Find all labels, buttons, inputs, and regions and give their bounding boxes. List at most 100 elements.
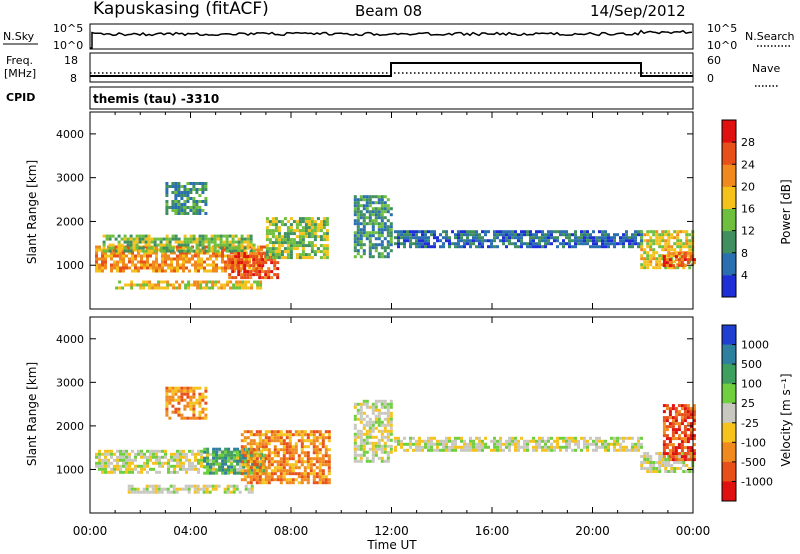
heatmap-cell	[406, 448, 409, 452]
heatmap-cell	[365, 456, 369, 460]
colorbar-tick-label: 500	[741, 358, 762, 371]
heatmap-cell	[225, 234, 229, 238]
heatmap-cell	[325, 253, 329, 257]
heatmap-cell	[177, 194, 181, 197]
heatmap-cell	[204, 401, 208, 405]
heatmap-cell	[188, 257, 191, 261]
heatmap-cell	[183, 249, 187, 253]
heatmap-cell	[359, 414, 363, 418]
heatmap-cell	[122, 449, 125, 453]
heatmap-cell	[676, 236, 680, 240]
heatmap-cell	[658, 452, 662, 455]
heatmap-cell	[125, 452, 128, 456]
heatmap-cell	[406, 230, 409, 234]
heatmap-cell	[270, 451, 274, 455]
heatmap-cell	[271, 256, 275, 260]
heatmap-cell	[165, 389, 169, 393]
heatmap-cell	[215, 468, 219, 472]
heatmap-cell	[377, 198, 381, 202]
heatmap-cell	[371, 243, 375, 247]
heatmap-cell	[288, 445, 292, 449]
heatmap-cell	[286, 238, 290, 242]
heatmap-cell	[288, 430, 292, 434]
heatmap-cell	[268, 253, 272, 257]
heatmap-cell	[194, 452, 197, 456]
heatmap-cell	[192, 407, 196, 411]
heatmap-cell	[628, 239, 631, 243]
heatmap-cell	[637, 445, 640, 449]
heatmap-cell	[592, 442, 595, 446]
heatmap-cell	[221, 248, 224, 252]
heatmap-cell	[231, 243, 235, 247]
heatmap-cell	[383, 426, 387, 430]
heatmap-cell	[643, 458, 647, 461]
heatmap-cell	[211, 280, 215, 284]
heatmap-cell	[327, 454, 331, 458]
heatmap-cell	[155, 461, 158, 465]
heatmap-cell	[203, 459, 207, 463]
heatmap-cell	[673, 242, 677, 246]
heatmap-cell	[155, 257, 158, 261]
heatmap-cell	[309, 466, 313, 470]
heatmap-cell	[233, 471, 237, 475]
heatmap-cell	[167, 458, 170, 462]
heatmap-cell	[386, 207, 390, 211]
heatmap-cell	[252, 478, 256, 482]
heatmap-cell	[304, 235, 308, 239]
heatmap-cell	[218, 251, 221, 255]
heatmap-cell	[204, 197, 208, 200]
heatmap-cell	[114, 249, 118, 253]
heatmap-cell	[243, 445, 247, 449]
heatmap-cell	[661, 254, 665, 258]
heatmap-cell	[215, 453, 219, 457]
heatmap-cell	[198, 395, 202, 399]
heatmap-cell	[237, 246, 241, 250]
heatmap-cell	[246, 442, 250, 446]
heatmap-cell	[661, 236, 665, 240]
heatmap-cell	[550, 233, 553, 237]
heatmap-cell	[520, 245, 523, 249]
heatmap-cell	[170, 263, 173, 267]
heatmap-cell	[180, 209, 184, 212]
heatmap-cell	[279, 430, 283, 434]
heatmap-cell	[374, 435, 378, 439]
heatmap-cell	[183, 200, 187, 203]
heatmap-cell	[571, 245, 574, 249]
heatmap-cell	[658, 461, 662, 464]
heatmap-cell	[683, 437, 687, 441]
heatmap-cell	[353, 405, 357, 409]
heatmap-cell	[177, 410, 181, 414]
heatmap-cell	[174, 389, 178, 393]
heatmap-cell	[677, 258, 681, 262]
heatmap-cell	[218, 453, 222, 457]
heatmap-cell	[312, 442, 316, 446]
heatmap-cell	[267, 463, 271, 467]
heatmap-cell	[667, 470, 671, 473]
heatmap-cell	[207, 240, 211, 244]
heatmap-cell	[353, 201, 357, 205]
heatmap-cell	[274, 250, 278, 254]
heatmap-cell	[671, 264, 675, 268]
heatmap-cell	[98, 458, 101, 462]
heatmap-cell	[324, 436, 328, 440]
heatmap-cell	[274, 217, 278, 221]
heatmap-cell	[319, 223, 323, 227]
heatmap-cell	[397, 236, 400, 240]
heatmap-cell	[306, 439, 310, 443]
heatmap-cell	[353, 456, 357, 460]
heatmap-cell	[246, 237, 250, 241]
heatmap-cell	[154, 283, 158, 287]
heatmap-cell	[264, 472, 268, 476]
heatmap-cell	[230, 462, 234, 466]
heatmap-cell	[145, 487, 149, 491]
heatmap-cell	[218, 254, 221, 258]
heatmap-cell	[201, 416, 205, 420]
heatmap-cell	[113, 452, 116, 456]
heatmap-cell	[514, 233, 517, 237]
heatmap-cell	[226, 484, 230, 488]
heatmap-cell	[568, 239, 571, 243]
heatmap-cell	[233, 453, 237, 457]
heatmap-cell	[295, 256, 299, 260]
heatmap-cell	[362, 411, 366, 415]
heatmap-cell	[383, 216, 387, 220]
